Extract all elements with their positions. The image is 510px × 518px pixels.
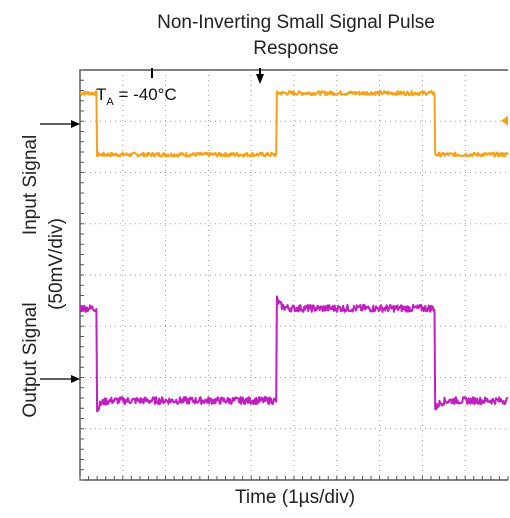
trigger-marker-icon <box>256 74 264 84</box>
output-arrow <box>40 375 80 383</box>
y-label-scale: (50mV/div) <box>46 218 67 310</box>
chart-title-line-2: Response <box>253 38 339 59</box>
output-signal-trace <box>79 295 509 413</box>
chart-title-line-1: Non-Inverting Small Signal Pulse <box>157 12 435 33</box>
input-signal-trace <box>79 90 509 158</box>
y-label-output: Output Signal <box>20 302 41 417</box>
x-axis-label: Time (1µs/div) <box>235 487 355 508</box>
channel-level-marker-icon <box>501 115 508 126</box>
input-arrow <box>40 120 80 128</box>
plot-area: TA = -40°C <box>79 68 509 481</box>
y-label-input: Input Signal <box>20 135 41 235</box>
temperature-annotation: TA = -40°C <box>96 85 177 108</box>
